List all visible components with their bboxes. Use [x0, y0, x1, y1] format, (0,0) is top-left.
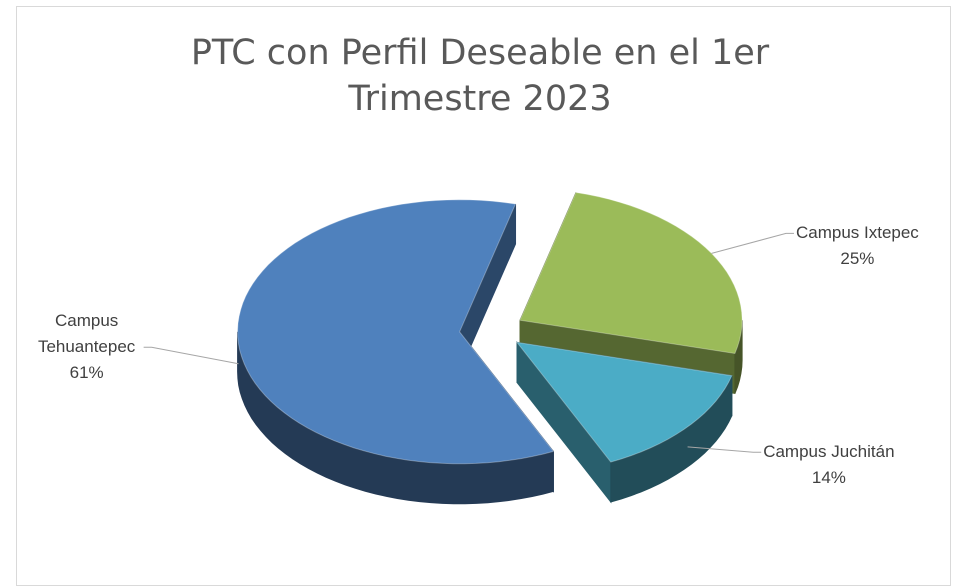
leader-line [687, 446, 762, 453]
value-label: 14% [811, 468, 846, 488]
category-label: Campus Ixtepec [795, 223, 919, 243]
leader-line [711, 232, 794, 254]
category-label: Campus Tehuantepec [37, 311, 136, 357]
slice-wall [734, 320, 743, 394]
data-label: Campus Juchitán 14% [763, 439, 894, 491]
category-label: Campus Juchitán [763, 442, 895, 462]
value-label: 61% [69, 363, 104, 383]
data-label: Campus Tehuantepec 61% [32, 308, 142, 386]
chart-title: PTC con Perfil Deseable en el 1er Trimes… [190, 33, 770, 119]
leader-line [143, 346, 239, 365]
slice [237, 199, 555, 465]
value-label: 25% [840, 249, 875, 269]
slice [515, 341, 733, 463]
data-label: Campus Ixtepec 25% [796, 220, 919, 272]
